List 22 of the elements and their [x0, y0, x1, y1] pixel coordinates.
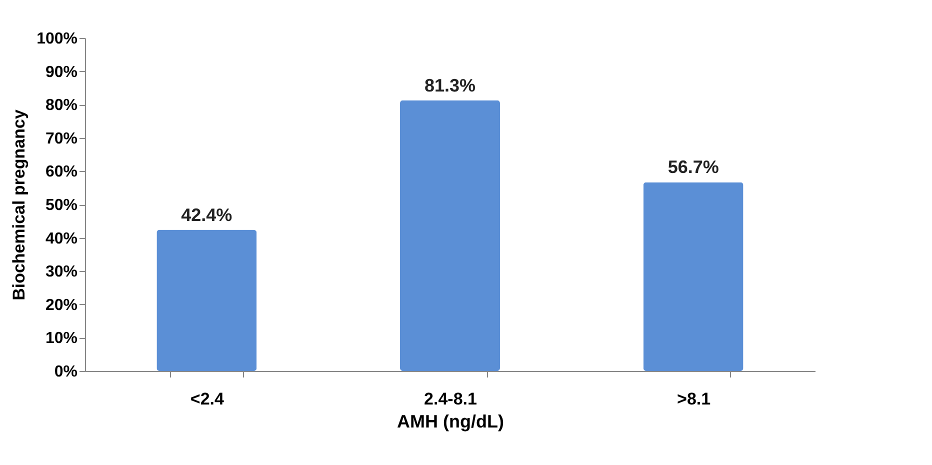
y-tick-label: 60%	[45, 164, 78, 181]
bar	[156, 230, 257, 371]
bar	[643, 182, 744, 371]
data-label: 81.3%	[424, 75, 476, 96]
y-tick-label: 50%	[45, 197, 78, 214]
y-tick-label: 80%	[45, 97, 78, 114]
y-axis-title: Biochemical pregnancy	[10, 109, 29, 300]
x-axis-title: AMH (ng/dL)	[397, 412, 504, 432]
x-tick-label: >8.1	[677, 390, 711, 408]
data-label: 56.7%	[668, 157, 719, 178]
y-tick-label: 20%	[45, 296, 78, 314]
x-tick-label: <2.4	[190, 390, 224, 408]
y-tick-label: 10%	[45, 330, 78, 348]
y-tick-label: 40%	[45, 230, 78, 248]
y-tick-label: 90%	[45, 64, 78, 81]
y-tick-label: 30%	[45, 264, 78, 281]
y-tick-label: 0%	[54, 364, 78, 380]
y-tick-label: 100%	[36, 30, 78, 48]
y-tick-label: 70%	[45, 130, 78, 148]
data-label: 42.4%	[181, 204, 232, 225]
bar	[400, 100, 500, 371]
x-tick-label: 2.4-8.1	[424, 390, 477, 408]
